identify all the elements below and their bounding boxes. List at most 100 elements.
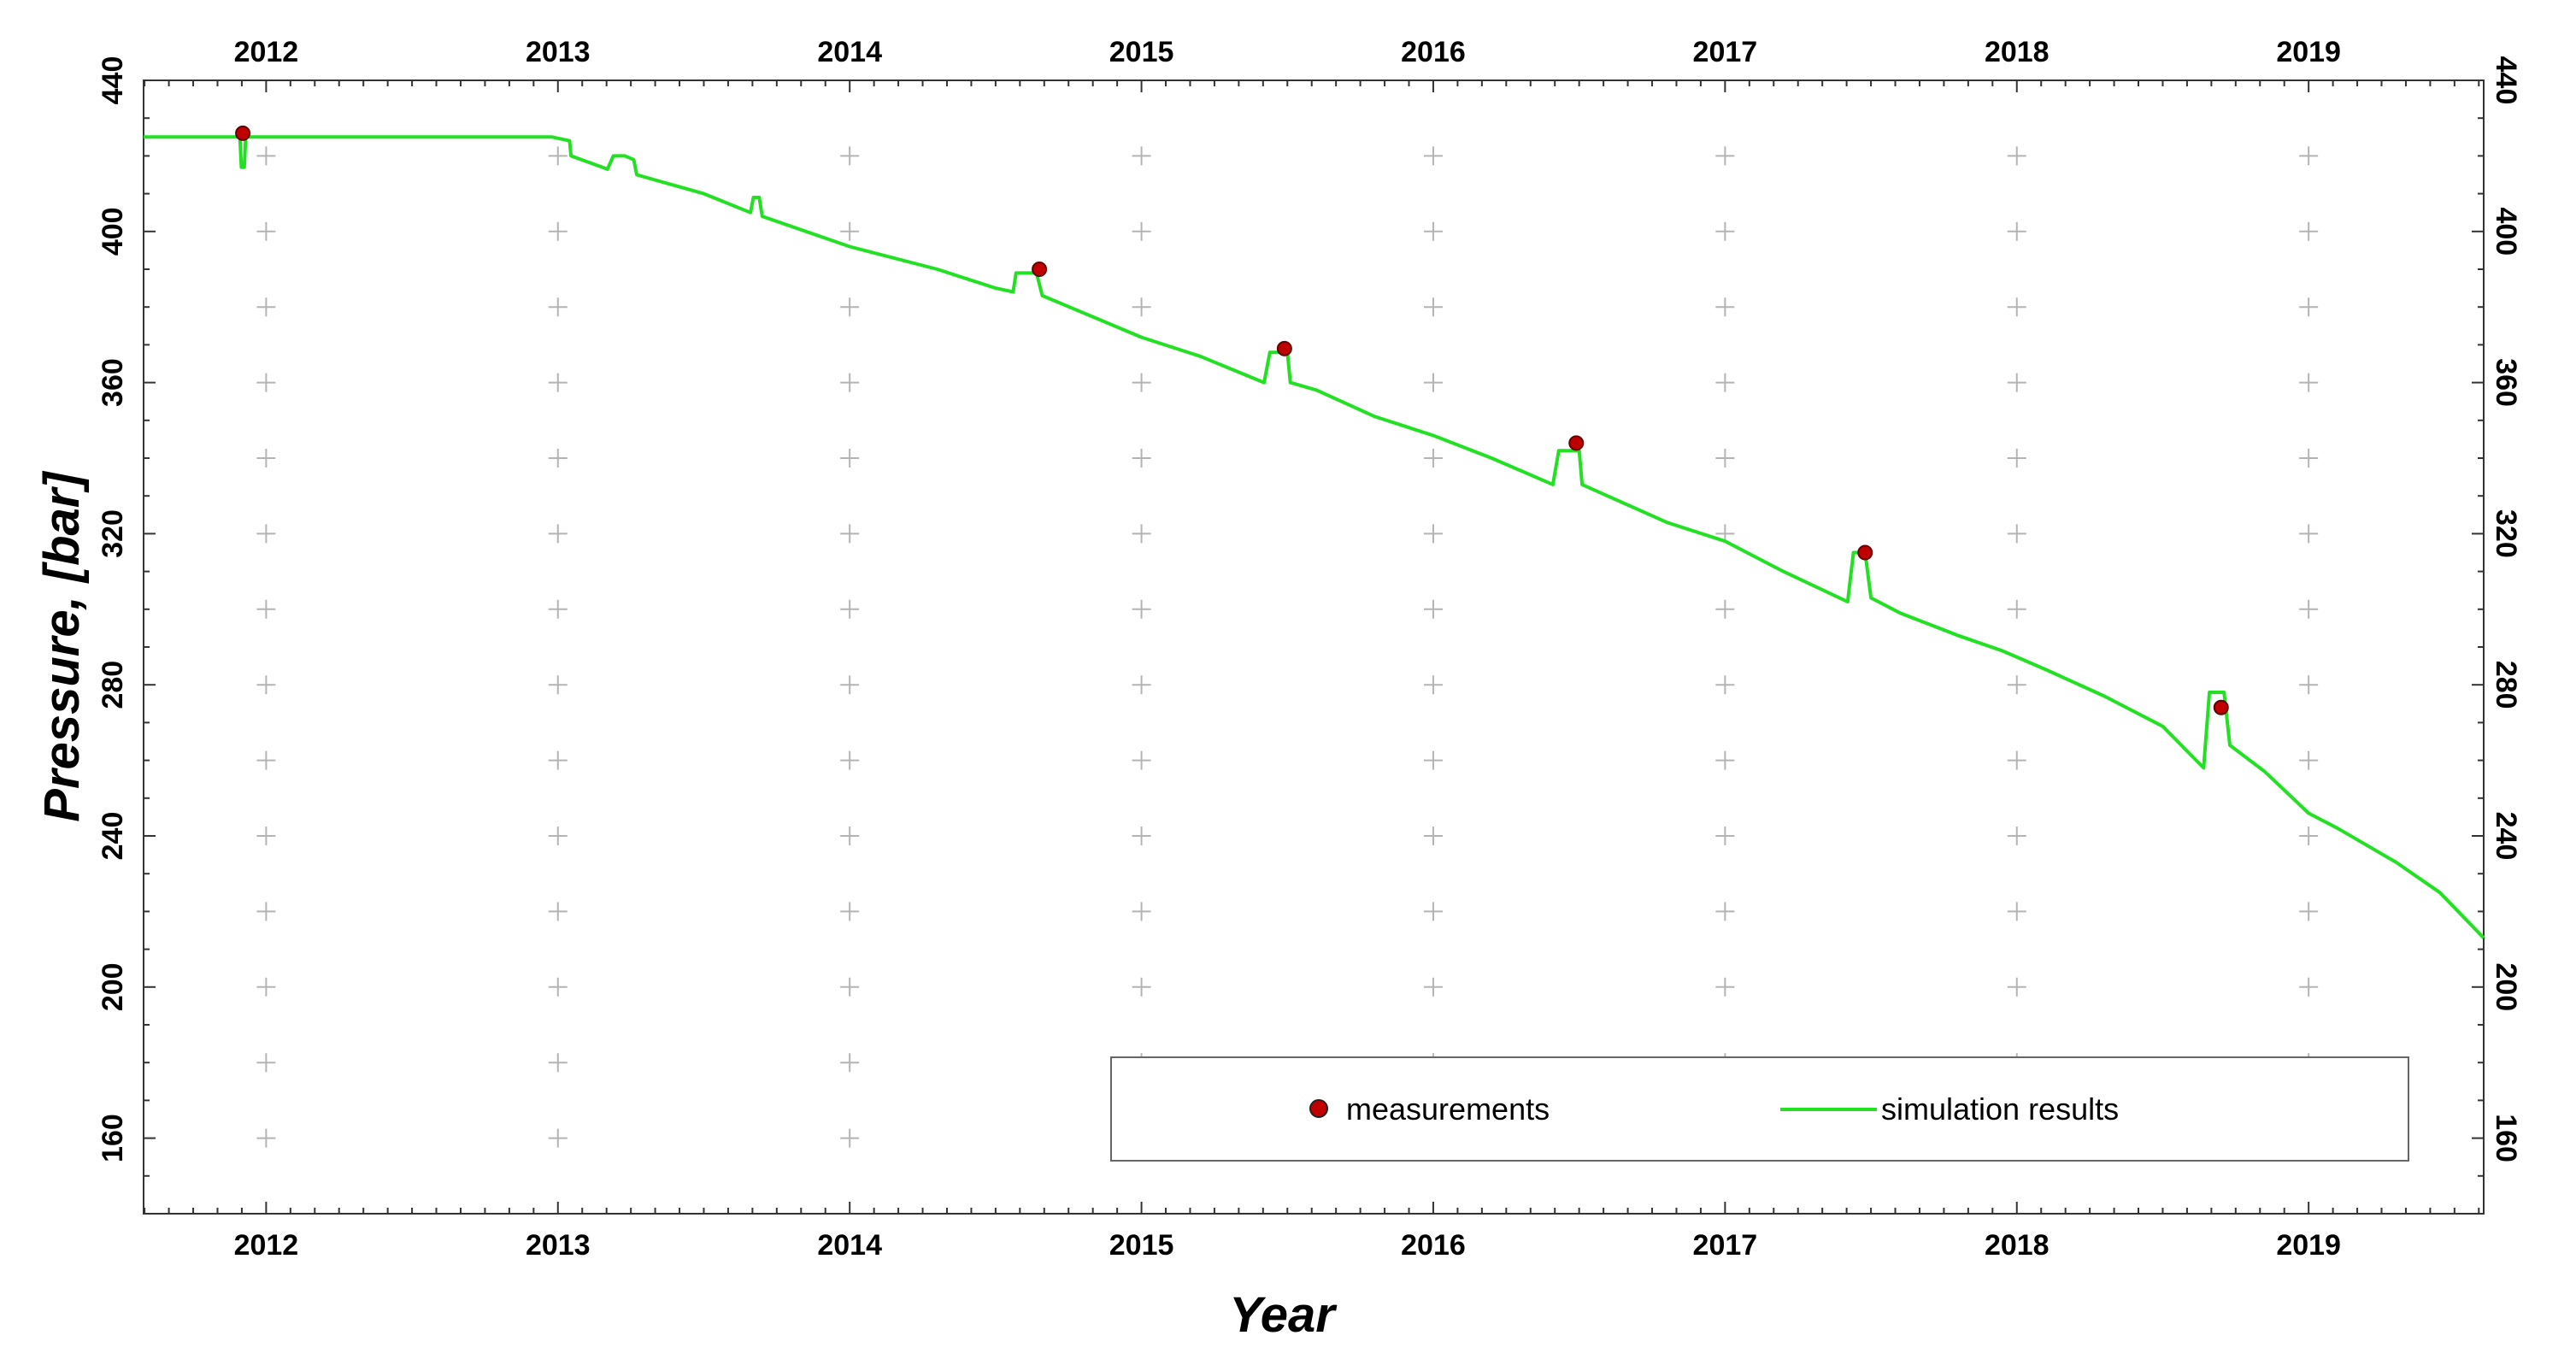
measurement-point [2213, 699, 2229, 715]
y-tick-label-right: 320 [2490, 509, 2522, 558]
y-tick-label-right: 280 [2490, 661, 2522, 709]
grid-marker [256, 827, 276, 845]
grid-marker [2007, 827, 2026, 845]
measurement-point [1032, 262, 1048, 277]
grid-marker [2299, 297, 2319, 317]
grid-marker [1715, 373, 1735, 392]
grid-marker [2007, 373, 2026, 392]
legend-box [1110, 1056, 2409, 1162]
grid-marker [840, 675, 860, 695]
grid-marker [1423, 524, 1443, 544]
grid-marker [548, 977, 568, 997]
grid-marker [548, 599, 568, 619]
grid-marker [840, 373, 860, 392]
grid-marker [1132, 750, 1151, 770]
grid-marker [548, 146, 568, 166]
grid-marker [256, 221, 276, 241]
grid-marker [548, 750, 568, 770]
grid-marker [256, 599, 276, 619]
grid-marker [1132, 146, 1151, 166]
y-tick-label-right: 160 [2490, 1114, 2522, 1162]
x-tick-label-top: 2019 [2276, 36, 2341, 68]
grid-marker [256, 373, 276, 392]
grid-marker [840, 449, 860, 468]
grid-marker [1715, 902, 1735, 921]
grid-marker [2299, 221, 2319, 241]
series-layer [144, 125, 2485, 939]
grid-marker [2299, 750, 2319, 770]
grid-marker [1715, 827, 1735, 845]
grid-marker [1423, 902, 1443, 921]
grid-marker [256, 297, 276, 317]
y-tick-label-left: 160 [97, 1114, 129, 1162]
grid-marker [548, 827, 568, 845]
grid-marker [840, 827, 860, 845]
grid-marker [1132, 827, 1151, 845]
grid-marker [256, 146, 276, 166]
x-tick-label-top: 2013 [526, 36, 591, 68]
grid-marker [1423, 977, 1443, 997]
grid-marker [1132, 221, 1151, 241]
grid-marker [1715, 449, 1735, 468]
grid-marker [1715, 146, 1735, 166]
y-tick-label-right: 440 [2490, 56, 2522, 105]
plot-area [143, 79, 2485, 1215]
grid-marker [1132, 449, 1151, 468]
grid-marker [1715, 221, 1735, 241]
grid-marker [548, 373, 568, 392]
grid-marker [1132, 599, 1151, 619]
grid-marker [1132, 675, 1151, 695]
grid-marker [840, 297, 860, 317]
grid-marker [2007, 599, 2026, 619]
y-tick-label-left: 280 [97, 661, 129, 709]
grid-marker [2299, 977, 2319, 997]
grid-marker [1715, 297, 1735, 317]
grid-marker [1423, 750, 1443, 770]
grid-marker [2299, 449, 2319, 468]
grid-marker [1423, 146, 1443, 166]
axis-ticks [144, 79, 2484, 1215]
legend: measurements simulation results [1110, 1056, 2409, 1162]
grid-marker [2007, 146, 2026, 166]
legend-measurements-label: measurements [1346, 1091, 1550, 1127]
grid-marker [548, 297, 568, 317]
grid-marker [548, 524, 568, 544]
grid-marker [548, 449, 568, 468]
x-tick-label-bottom: 2018 [1985, 1229, 2050, 1262]
x-tick-label-bottom: 2013 [526, 1229, 591, 1262]
measurement-point [235, 125, 251, 141]
grid-marker [2299, 827, 2319, 845]
grid-marker [548, 902, 568, 921]
y-tick-label-left: 360 [97, 358, 129, 407]
grid-marker [2007, 449, 2026, 468]
y-tick-label-right: 200 [2490, 962, 2522, 1011]
grid-marker [1423, 599, 1443, 619]
x-axis-title: Year [1229, 1287, 1338, 1343]
grid-marker [2299, 675, 2319, 695]
grid-marker [1132, 524, 1151, 544]
grid-marker [256, 1128, 276, 1148]
grid-marker [2007, 750, 2026, 770]
measurement-point [1276, 340, 1292, 356]
grid-marker [1423, 373, 1443, 392]
legend-simulation-label: simulation results [1881, 1091, 2119, 1127]
grid-marker [840, 146, 860, 166]
grid-marker [840, 524, 860, 544]
grid-marker [840, 902, 860, 921]
grid-marker [2299, 373, 2319, 392]
y-tick-label-right: 240 [2490, 812, 2522, 861]
grid-marker [1423, 449, 1443, 468]
grid-marker [840, 221, 860, 241]
simulation-line [144, 135, 2485, 939]
tick-labels: 2012 2012 2013 2013 2014 2014 2015 2015 2016 2016… [97, 36, 2522, 1262]
grid-marker [256, 524, 276, 544]
grid-marker [256, 449, 276, 468]
grid-marker [1715, 599, 1735, 619]
grid-marker [548, 675, 568, 695]
grid-marker [548, 1053, 568, 1073]
grid-marker [1715, 675, 1735, 695]
grid-marker [1715, 750, 1735, 770]
grid-marker [256, 750, 276, 770]
y-tick-label-left: 440 [97, 56, 129, 105]
grid-marker [2007, 524, 2026, 544]
